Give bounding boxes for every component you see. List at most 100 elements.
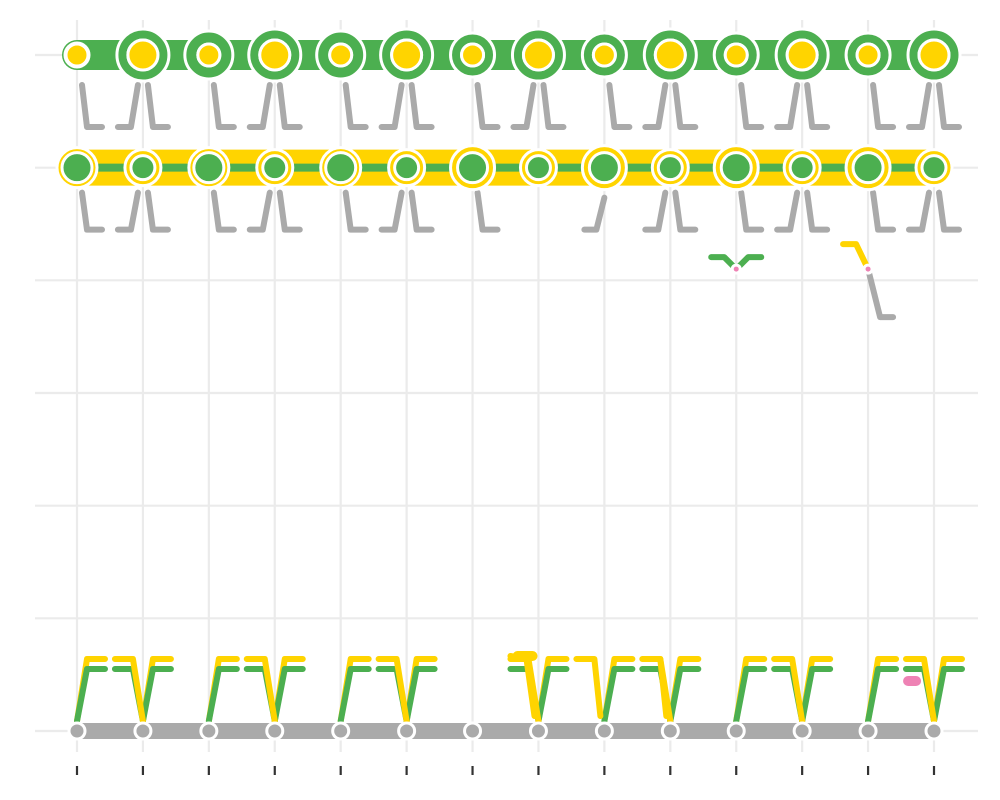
gray-leg-mid	[144, 189, 171, 233]
gray-leg-top	[642, 82, 669, 130]
yellow-node-inner	[64, 42, 90, 68]
gray-node	[594, 721, 614, 741]
gray-leg-top	[672, 82, 699, 130]
yellow-connector	[771, 656, 806, 724]
gray-leg-mid	[79, 189, 105, 233]
x-axis-ticks	[75, 766, 936, 775]
yellow-connector	[507, 653, 538, 719]
yellow-node-inner	[258, 38, 292, 72]
gray-leg-top	[474, 82, 501, 130]
yellow-connector	[903, 656, 937, 724]
gray-leg-mid	[246, 189, 273, 233]
gray-leg-top	[79, 82, 105, 130]
green-node-inner	[192, 151, 226, 185]
gray-leg-top	[276, 82, 303, 130]
yellow-connector	[111, 656, 146, 724]
gray-leg-mid	[378, 189, 405, 233]
gray-leg-mid	[581, 194, 608, 233]
gray-node	[726, 721, 746, 741]
gray-leg-mid	[642, 189, 669, 233]
pink-node	[862, 263, 874, 275]
green-connector	[865, 666, 900, 724]
gray-node	[331, 721, 351, 741]
green-node-inner	[656, 154, 684, 182]
gray-leg-top	[804, 82, 831, 130]
grid	[35, 20, 978, 752]
gray-node	[528, 721, 548, 741]
yellow-node-inner	[460, 42, 486, 68]
green-node-inner	[920, 154, 948, 182]
yellow-node-inner	[196, 42, 222, 68]
gray-leg-top	[936, 82, 962, 130]
gray-leg-top	[210, 82, 237, 130]
gray-leg-mid	[936, 189, 962, 233]
gray-node	[265, 721, 285, 741]
gray-leg-mid	[408, 189, 435, 233]
gray-leg-top	[144, 82, 171, 130]
green-node-inner	[261, 154, 289, 182]
gray-leg-mid	[474, 189, 501, 233]
gray-node	[660, 721, 680, 741]
yellow-connector	[375, 656, 410, 724]
gray-leg-mid	[738, 189, 765, 233]
green-trace	[708, 254, 740, 273]
green-connector	[139, 666, 174, 724]
gray-leg-top	[246, 82, 273, 130]
gray-leg-mid	[672, 189, 699, 233]
gray-node	[397, 721, 417, 741]
yellow-node-inner	[917, 38, 951, 72]
gray-leg-mid	[870, 189, 897, 233]
yellow-connector	[573, 656, 604, 719]
yellow-connector	[645, 656, 670, 719]
gray-leg-mid	[906, 189, 932, 233]
green-connector	[799, 666, 834, 724]
gray-leg-mid	[342, 189, 369, 233]
gray-node	[792, 721, 812, 741]
gray-leg-top	[540, 82, 567, 130]
green-connector	[271, 666, 306, 724]
gray-node	[133, 721, 153, 741]
green-connector	[337, 666, 372, 724]
green-node-inner	[393, 154, 421, 182]
gray-leg-top	[774, 82, 801, 130]
yellow-node-inner	[390, 38, 424, 72]
green-connector	[733, 666, 768, 724]
green-node-inner	[456, 151, 490, 185]
green-connector	[535, 666, 570, 724]
green-connector	[601, 666, 636, 724]
pink-node	[730, 263, 742, 275]
gray-node	[463, 721, 483, 741]
green-trace	[733, 254, 765, 273]
gray-leg-mid	[114, 189, 141, 233]
gray-leg-top	[906, 82, 932, 130]
gray-leg-top	[114, 82, 141, 130]
green-node-inner	[129, 154, 157, 182]
gray-leg-mid	[804, 189, 831, 233]
nodes	[55, 27, 962, 741]
yellow-connector	[243, 656, 278, 724]
yellow-node-inner	[328, 42, 354, 68]
gray-leg-mid	[774, 189, 801, 233]
green-node-inner	[60, 151, 94, 185]
green-node-inner	[851, 151, 885, 185]
yellow-node-inner	[785, 38, 819, 72]
gray-leg-top	[378, 82, 405, 130]
green-connector	[403, 666, 438, 724]
yellow-trace	[840, 241, 872, 273]
gray-leg-top	[342, 82, 369, 130]
gray-leg-top	[408, 82, 435, 130]
gray-leg-mid	[276, 189, 303, 233]
yellow-node-inner	[855, 42, 881, 68]
green-node-inner	[788, 154, 816, 182]
green-connector	[205, 666, 240, 724]
green-connector	[667, 666, 702, 724]
green-node-inner	[524, 154, 552, 182]
yellow-node-inner	[723, 42, 749, 68]
green-node-inner	[587, 151, 621, 185]
gray-leg-top	[738, 82, 765, 130]
yellow-node-inner	[521, 38, 555, 72]
green-node-inner	[324, 151, 358, 185]
gray-node	[924, 721, 944, 741]
